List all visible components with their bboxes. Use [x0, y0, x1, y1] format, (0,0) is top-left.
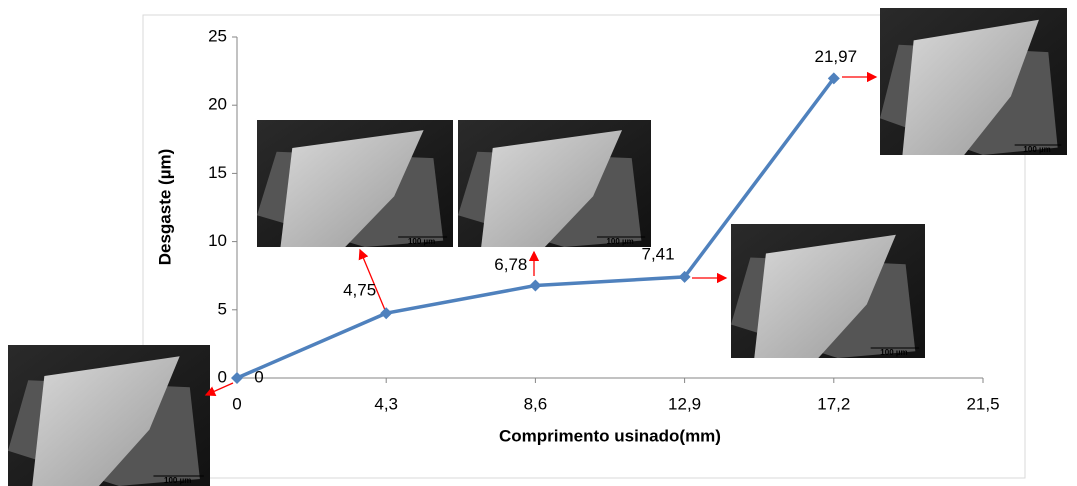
y-axis-title: Desgaste (µm): [155, 149, 174, 266]
scale-bar-label: 100 µm: [606, 237, 633, 246]
data-label: 6,78: [494, 255, 527, 274]
data-label: 7,41: [642, 244, 675, 263]
y-tick-label: 0: [218, 367, 227, 386]
y-tick-label: 10: [208, 231, 227, 250]
micrograph: 100 µm: [8, 345, 210, 486]
y-tick-label: 5: [218, 299, 227, 318]
scale-bar-label: 100 µm: [880, 348, 907, 357]
y-tick-label: 15: [208, 163, 227, 182]
x-tick-label: 17,2: [817, 394, 850, 413]
data-label: 0: [254, 367, 263, 386]
y-tick-label: 25: [208, 26, 227, 45]
micrograph: 100 µm: [257, 120, 453, 247]
micrograph: 100 µm: [458, 120, 651, 247]
x-tick-label: 8,6: [524, 394, 548, 413]
micrograph: 100 µm: [731, 224, 925, 358]
scale-bar-label: 100 µm: [164, 476, 191, 485]
x-tick-label: 0: [232, 394, 241, 413]
data-label: 21,97: [815, 47, 858, 66]
micrograph: 100 µm: [880, 8, 1067, 155]
scale-bar-label: 100 µm: [1023, 145, 1050, 154]
chart: Desgaste (µm) Comprimento usinado(mm) 10…: [0, 0, 1077, 486]
x-tick-label: 21,5: [966, 394, 999, 413]
scale-bar-label: 100 µm: [408, 237, 435, 246]
data-label: 4,75: [343, 281, 376, 300]
x-tick-label: 12,9: [668, 394, 701, 413]
y-tick-label: 20: [208, 95, 227, 114]
x-axis-title: Comprimento usinado(mm): [499, 426, 721, 445]
x-tick-label: 4,3: [374, 394, 398, 413]
